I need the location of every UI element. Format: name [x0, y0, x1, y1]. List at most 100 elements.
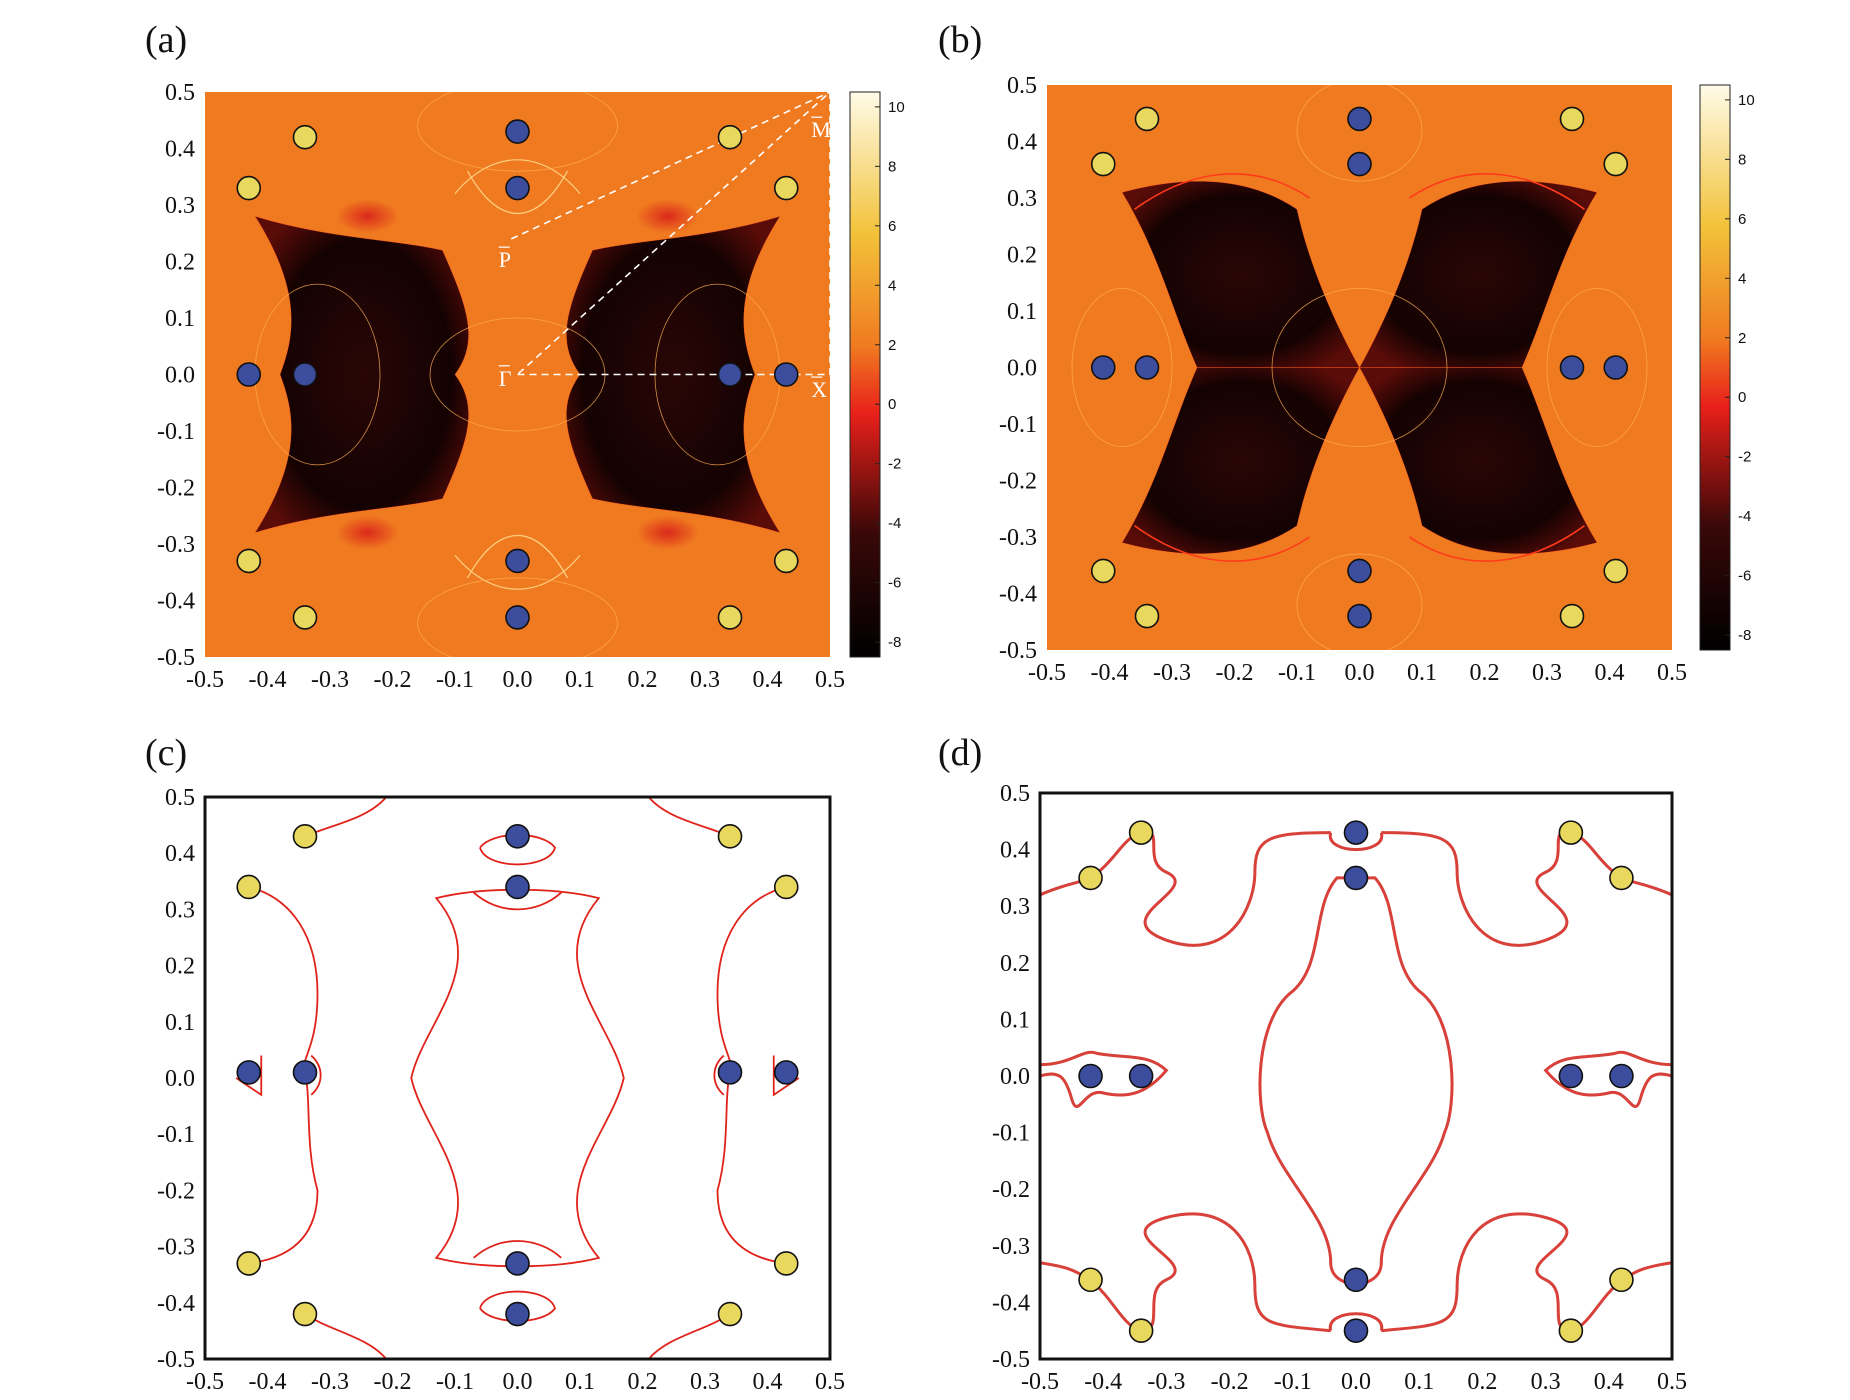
- panel-label: (c): [145, 732, 187, 774]
- x-tick-label: -0.3: [311, 1369, 349, 1395]
- bright-arc: [1410, 526, 1585, 561]
- weyl-point-blue: [505, 824, 530, 849]
- y-tick-label: -0.2: [999, 469, 1037, 495]
- hot-spot: [336, 199, 399, 234]
- y-tick-label: -0.3: [157, 532, 195, 558]
- panel-a: Γ X M P 10 8 6 4 2 0 -2 -4 -6 -8 -0.5 -0.4 -0.3 -0.2 -0.1 0…: [145, 19, 905, 693]
- dark-pocket: [1359, 181, 1597, 368]
- x-tick-label: 0.2: [1470, 660, 1500, 686]
- weyl-point-blue: [505, 175, 530, 201]
- x-tick-label: -0.1: [436, 1369, 474, 1395]
- weyl-point-blue: [717, 362, 743, 387]
- fermi-arc: [1329, 1312, 1383, 1332]
- weyl-point-yellow: [773, 1251, 799, 1276]
- colorbar-tick-label: -4: [1738, 508, 1751, 525]
- bright-arc: [1135, 174, 1310, 209]
- x-tick-label: 0.0: [1341, 1369, 1371, 1395]
- bright-arc: [1410, 174, 1585, 209]
- path-label-m: M: [811, 117, 831, 142]
- x-tick-label: 0.1: [1407, 660, 1437, 686]
- y-tick-label: 0.3: [165, 897, 195, 923]
- weyl-point-yellow: [292, 605, 318, 630]
- weyl-point-blue: [1603, 355, 1629, 380]
- contour-highlight: [418, 81, 618, 171]
- y-tick-label: 0.5: [165, 785, 195, 811]
- y-tick-label: 0.1: [165, 306, 195, 332]
- y-tick-label: 0.1: [1000, 1007, 1030, 1033]
- x-tick-label: -0.1: [1274, 1369, 1312, 1395]
- hot-spot: [636, 515, 699, 550]
- weyl-point-yellow: [1603, 151, 1629, 177]
- y-tick-label: -0.1: [157, 1122, 195, 1148]
- weyl-point-blue: [1347, 558, 1372, 584]
- weyl-point-yellow: [1078, 1267, 1103, 1293]
- x-tick-label: 0.1: [565, 1369, 595, 1395]
- y-tick-label: 0.4: [1007, 130, 1037, 156]
- colorbar-tick-label: -8: [1738, 627, 1751, 644]
- x-tick-label: 0.1: [565, 667, 595, 693]
- weyl-point-blue: [1347, 603, 1372, 629]
- x-tick-label: -0.2: [1216, 660, 1254, 686]
- colorbar-tick-label: 8: [1738, 151, 1746, 168]
- x-tick-label: -0.5: [1028, 660, 1066, 686]
- x-tick-label: 0.4: [1594, 1369, 1624, 1395]
- y-tick-label: 0.4: [165, 137, 195, 163]
- x-tick-label: -0.5: [1021, 1369, 1059, 1395]
- colorbar-tick-label: -8: [888, 634, 901, 651]
- weyl-point-yellow: [773, 548, 799, 574]
- x-tick-label: -0.3: [1153, 660, 1191, 686]
- y-tick-label: -0.3: [157, 1235, 195, 1261]
- pocket-edge: [566, 216, 780, 532]
- y-tick-label: 0.0: [165, 1066, 195, 1092]
- colorbar: [849, 91, 881, 658]
- y-tick-label: 0.4: [1000, 838, 1030, 864]
- weyl-point-blue: [1343, 820, 1369, 845]
- y-tick-label: -0.1: [992, 1121, 1030, 1147]
- dark-pocket: [1359, 367, 1597, 554]
- contour-highlight: [1272, 288, 1447, 446]
- panel-c: -0.5 -0.4 -0.3 -0.2 -0.1 0.0 0.1 0.2 0.3 0.4 0.5 0.…: [145, 732, 845, 1395]
- y-tick-label: -0.2: [992, 1177, 1030, 1203]
- dark-pocket: [1122, 181, 1360, 368]
- weyl-point-yellow: [1134, 603, 1160, 629]
- y-tick-label: 0.2: [1000, 951, 1030, 977]
- y-tick-label: -0.4: [157, 1291, 195, 1317]
- fermi-arc: [1543, 1050, 1672, 1108]
- y-tick-label: -0.4: [157, 589, 195, 615]
- colorbar-tick-label: 0: [888, 396, 896, 413]
- y-tick-label: 0.2: [1007, 243, 1037, 269]
- weyl-point-blue: [717, 1060, 743, 1085]
- weyl-point-blue: [505, 605, 530, 630]
- y-tick-label: 0.0: [1007, 356, 1037, 382]
- x-tick-label: 0.2: [628, 1369, 658, 1395]
- x-tick-label: 0.3: [1531, 1369, 1561, 1395]
- x-tick-label: -0.1: [1278, 660, 1316, 686]
- panel-label: (d): [938, 732, 982, 774]
- weyl-point-blue: [505, 119, 530, 144]
- weyl-point-yellow: [236, 874, 262, 900]
- colorbar-tick-label: -4: [888, 515, 901, 532]
- x-tick-label: -0.5: [186, 667, 224, 693]
- y-tick-label: -0.1: [157, 419, 195, 445]
- fermi-arc: [304, 1313, 387, 1359]
- hot-spot: [336, 515, 399, 550]
- x-tick-label: -0.2: [374, 1369, 412, 1395]
- fermi-arc: [479, 1290, 556, 1322]
- fermi-arc: [1040, 1050, 1169, 1108]
- path-label-gamma: Γ: [499, 366, 512, 391]
- weyl-point-blue: [1343, 1318, 1369, 1343]
- y-tick-label: -0.5: [157, 1347, 195, 1373]
- weyl-point-yellow: [1134, 106, 1160, 132]
- weyl-point-yellow: [1090, 151, 1116, 177]
- weyl-point-yellow: [1559, 106, 1585, 132]
- weyl-point-blue: [1134, 355, 1160, 380]
- x-tick-label: -0.4: [249, 667, 287, 693]
- x-tick-label: -0.2: [374, 667, 412, 693]
- panel-label: (a): [145, 19, 187, 61]
- y-tick-label: 0.5: [1000, 781, 1030, 807]
- contour-highlight: [1072, 288, 1172, 446]
- weyl-point-blue: [1609, 1063, 1634, 1089]
- fermi-arcs: [1040, 830, 1672, 1333]
- contour-highlight: [1547, 288, 1647, 446]
- colorbar-tick-label: 4: [888, 277, 896, 294]
